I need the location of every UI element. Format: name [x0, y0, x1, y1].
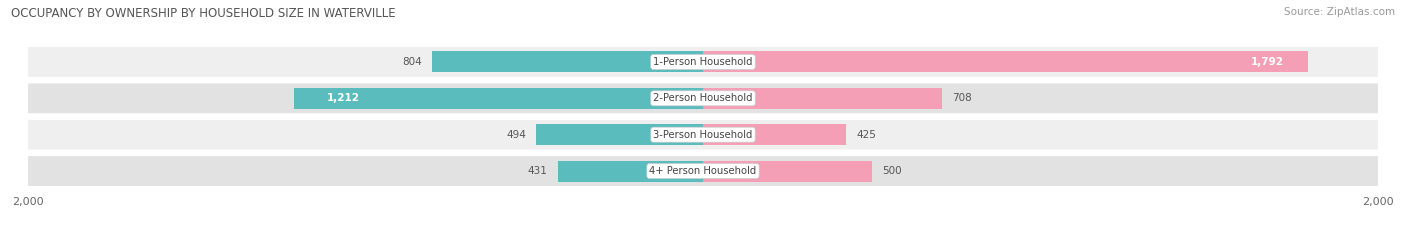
Bar	[703, 88, 942, 109]
Text: 500: 500	[882, 166, 901, 176]
Text: 1,212: 1,212	[326, 93, 360, 103]
Bar	[703, 161, 872, 182]
Text: 1-Person Household: 1-Person Household	[654, 57, 752, 67]
FancyBboxPatch shape	[28, 47, 1378, 77]
Text: 425: 425	[856, 130, 876, 140]
Bar	[703, 124, 846, 145]
Text: 494: 494	[506, 130, 526, 140]
Bar	[536, 124, 703, 145]
FancyBboxPatch shape	[28, 156, 1378, 186]
Text: 2-Person Household: 2-Person Household	[654, 93, 752, 103]
Bar	[432, 51, 703, 72]
Text: 4+ Person Household: 4+ Person Household	[650, 166, 756, 176]
Bar	[703, 51, 1308, 72]
Text: 1,792: 1,792	[1250, 57, 1284, 67]
Text: 3-Person Household: 3-Person Household	[654, 130, 752, 140]
Text: 708: 708	[952, 93, 972, 103]
Text: OCCUPANCY BY OWNERSHIP BY HOUSEHOLD SIZE IN WATERVILLE: OCCUPANCY BY OWNERSHIP BY HOUSEHOLD SIZE…	[11, 7, 396, 20]
Text: Source: ZipAtlas.com: Source: ZipAtlas.com	[1284, 7, 1395, 17]
FancyBboxPatch shape	[28, 120, 1378, 150]
Bar	[294, 88, 703, 109]
Bar	[558, 161, 703, 182]
Text: 804: 804	[402, 57, 422, 67]
FancyBboxPatch shape	[28, 83, 1378, 113]
Text: 431: 431	[527, 166, 547, 176]
